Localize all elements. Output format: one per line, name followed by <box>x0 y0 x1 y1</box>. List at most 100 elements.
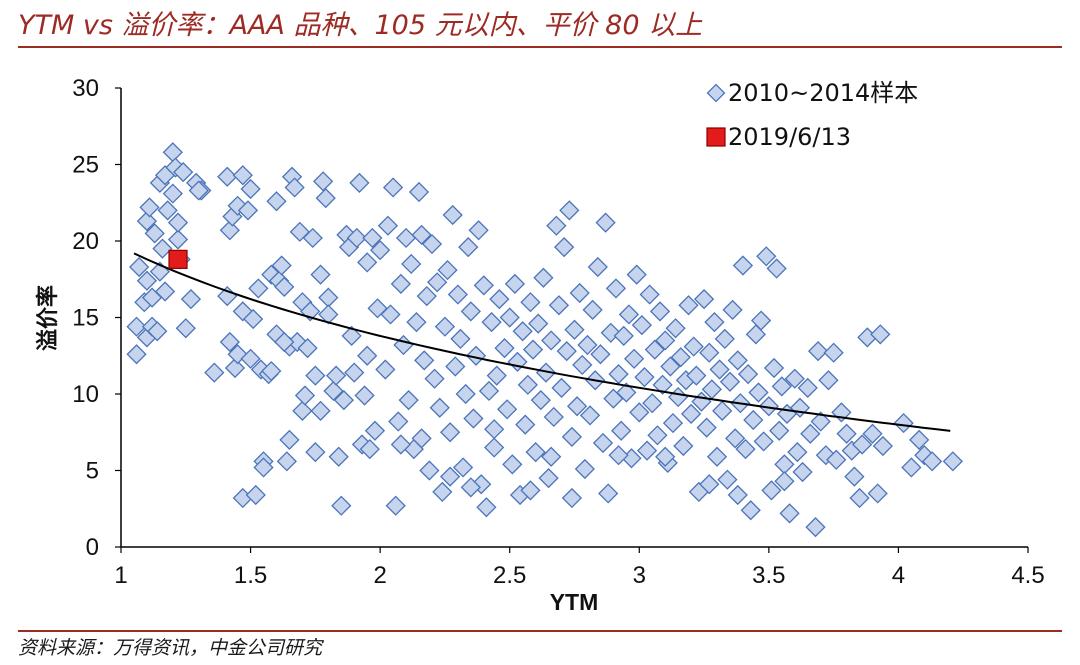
x-tick-label: 1.5 <box>234 562 267 589</box>
scatter-point <box>377 215 399 236</box>
chart-title: YTM vs 溢价率：AAA 品种、105 元以内、平价 80 以上 <box>18 10 703 41</box>
scatter-point <box>129 256 150 278</box>
scatter-point <box>370 240 391 261</box>
scatter-point <box>144 223 165 244</box>
scatter-point <box>520 292 541 313</box>
x-tick-label: 4 <box>892 562 905 589</box>
scatter-point <box>748 382 769 403</box>
scatter-point <box>574 458 595 480</box>
scatter-point <box>818 370 839 391</box>
scatter-point <box>805 516 826 538</box>
scatter-point <box>652 374 673 395</box>
scatter-point <box>595 212 616 233</box>
scatter-point <box>274 331 295 353</box>
scatter-point <box>240 178 261 200</box>
scatter-point <box>738 363 759 385</box>
scatter-point <box>852 434 873 455</box>
scatter-point <box>266 191 287 212</box>
scatter-point <box>447 284 468 305</box>
x-tick-label: 1 <box>114 562 127 589</box>
y-tick-label: 0 <box>86 534 99 561</box>
scatter-point <box>497 399 518 420</box>
x-axis-title: YTM <box>550 589 599 615</box>
scatter-point <box>727 484 748 506</box>
scatter-point <box>699 342 720 363</box>
scatter-point <box>696 417 717 438</box>
y-tick-label: 5 <box>86 458 99 485</box>
scatter-point <box>909 429 930 451</box>
scatter-point <box>297 337 318 359</box>
scatter-point <box>504 273 526 294</box>
scatter-point <box>701 379 722 400</box>
y-tick-label: 15 <box>72 305 99 332</box>
scatter-point <box>357 252 378 273</box>
scatter-point <box>359 438 380 460</box>
scatter-point <box>411 428 432 449</box>
scatter-point <box>867 483 888 504</box>
scatter-point <box>660 356 681 377</box>
scatter-point <box>893 412 914 434</box>
scatter-point <box>188 180 209 201</box>
scatter-point <box>401 253 422 275</box>
scatter-point <box>331 495 352 516</box>
source-note: 资料来源：万得资讯，中金公司研究 <box>18 637 323 659</box>
scatter-point <box>310 264 331 285</box>
scatter-point <box>756 246 777 267</box>
scatter-point <box>167 212 189 233</box>
scatter-point <box>517 374 538 395</box>
scatter-point <box>421 233 443 255</box>
scatter-point <box>735 438 756 460</box>
scatter-point <box>349 172 370 193</box>
scatter-point <box>240 348 261 369</box>
scatter-point <box>486 365 507 386</box>
scatter-point <box>725 428 746 449</box>
scatter-point <box>279 429 300 451</box>
scatter-point <box>722 299 743 320</box>
scatter-point <box>548 295 570 316</box>
source-divider <box>18 630 1062 632</box>
scatter-point <box>139 197 160 218</box>
scatter-point <box>714 328 735 350</box>
scatter-point <box>836 423 857 444</box>
scatter-point <box>310 400 331 421</box>
scatter-point <box>484 419 505 440</box>
scatter-point <box>305 442 326 463</box>
scatter-point <box>357 345 378 366</box>
scatter-point <box>823 342 844 363</box>
scatter-point <box>284 177 305 198</box>
scatter-point <box>849 487 870 509</box>
scatter-point <box>484 437 505 458</box>
scatter-point <box>364 420 386 441</box>
scatter-point <box>136 210 158 232</box>
scatter-point <box>712 400 733 421</box>
scatter-point <box>554 237 575 258</box>
scatter-point <box>546 215 567 236</box>
scatter-point <box>385 495 406 516</box>
scatter-point <box>507 351 528 372</box>
scatter-point <box>458 237 479 258</box>
scatter-point <box>318 287 339 308</box>
y-tick-label: 20 <box>72 228 99 255</box>
scatter-point <box>771 376 792 397</box>
scatter-point <box>525 442 546 463</box>
scatter-point <box>434 316 456 337</box>
highlight-point <box>168 249 188 269</box>
scatter-point <box>313 171 334 192</box>
scatter-point <box>572 354 593 376</box>
scatter-point <box>566 396 588 417</box>
scatter-point <box>535 362 557 383</box>
scatter-point <box>639 284 660 305</box>
scatter-point <box>719 371 741 392</box>
scatter-point <box>429 397 450 418</box>
scatter-point <box>305 365 326 386</box>
scatter-point <box>670 347 691 368</box>
x-tick-label: 3.5 <box>752 562 785 589</box>
scatter-point <box>473 275 494 296</box>
scatter-point <box>455 383 476 405</box>
scatter-point <box>248 278 269 299</box>
scatter-point <box>761 480 782 501</box>
scatter-point <box>579 405 601 426</box>
scatter-point <box>175 318 196 339</box>
scatter-point <box>655 330 676 351</box>
scatter-point <box>276 451 297 472</box>
